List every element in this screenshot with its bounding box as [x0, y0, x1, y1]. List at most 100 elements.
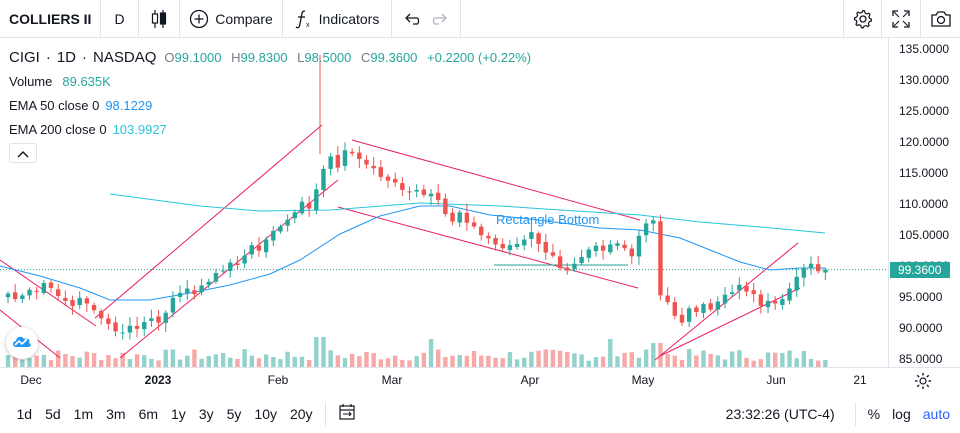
candle-body — [163, 312, 168, 323]
volume-bar — [256, 358, 262, 367]
candle — [220, 264, 226, 274]
undo-button[interactable] — [398, 0, 426, 38]
range-button-1m[interactable]: 1m — [73, 405, 94, 422]
volume-bar — [156, 360, 161, 367]
volume-bar — [816, 360, 821, 367]
candle-body — [428, 193, 434, 197]
candle-body — [679, 314, 685, 323]
chart-type-button[interactable] — [139, 0, 179, 38]
fullscreen-button[interactable] — [882, 0, 920, 38]
volume-bar — [443, 357, 448, 367]
candle-body — [342, 150, 348, 166]
compare-button[interactable]: Compare — [180, 0, 282, 38]
candle — [142, 316, 147, 337]
candle-body — [84, 298, 90, 304]
volume-bar — [651, 343, 656, 367]
rectangle-bottom-label[interactable]: Rectangle Bottom — [496, 212, 599, 227]
candle-body — [787, 288, 792, 301]
candle-body — [522, 239, 527, 246]
candle — [192, 285, 197, 300]
candle — [479, 223, 484, 241]
ema50-label: EMA 50 close 0 — [9, 97, 100, 113]
candle-body — [514, 243, 520, 247]
volume-bar — [364, 351, 369, 367]
legend-ema50-row[interactable]: EMA 50 close 0 98.1229 — [9, 93, 531, 117]
svg-text:x: x — [306, 22, 310, 29]
snapshot-button[interactable] — [921, 0, 960, 38]
candle — [256, 236, 262, 257]
volume-bar — [299, 356, 305, 367]
candle — [694, 305, 699, 317]
indicators-button[interactable]: x Indicators — [283, 0, 391, 38]
price-scale[interactable]: 135.0000 130.0000 125.0000 120.0000 115.0000… — [888, 38, 960, 367]
candle-body — [63, 297, 68, 301]
candle-body — [213, 273, 219, 282]
candle-body — [335, 155, 341, 168]
scale-settings-icon[interactable] — [914, 372, 932, 395]
interval-button[interactable]: D — [101, 0, 138, 38]
range-button-3y[interactable]: 3y — [198, 405, 214, 422]
volume-bar — [385, 358, 391, 367]
range-button-3m[interactable]: 3m — [106, 405, 126, 422]
candle-body — [113, 322, 118, 332]
volume-bar — [450, 355, 455, 367]
candle — [808, 256, 814, 276]
time-scale[interactable]: Dec 2023 Feb Mar Apr May Jun 21 — [0, 367, 960, 393]
range-button-1y[interactable]: 1y — [171, 405, 186, 422]
candle-body — [77, 297, 82, 306]
indicators-label: Indicators — [318, 10, 380, 27]
candle-body — [392, 178, 398, 183]
range-button-5y[interactable]: 5y — [226, 405, 242, 422]
high-key: H — [231, 49, 241, 65]
range-button-10y[interactable]: 10y — [254, 405, 277, 422]
candle-body — [579, 256, 584, 264]
candle — [615, 240, 620, 251]
volume-bar — [744, 357, 749, 367]
log-scale-button[interactable]: log — [892, 405, 911, 422]
redo-icon — [432, 12, 448, 26]
legend-volume-row[interactable]: Volume 89.635K — [9, 69, 531, 93]
candle — [321, 165, 326, 198]
candle-body — [529, 232, 534, 239]
open-value: 99.1000 — [174, 49, 222, 65]
volume-bar — [436, 349, 441, 367]
chart-pane[interactable]: Rectangle Bottom — [0, 38, 888, 367]
date-range-button[interactable] — [332, 403, 362, 424]
annotation-layer[interactable]: Rectangle Bottom — [496, 212, 599, 227]
candlestick-chart[interactable]: Rectangle Bottom — [0, 38, 888, 367]
candle-body — [41, 282, 47, 293]
legend-interval: 1D — [56, 48, 77, 66]
legend-collapse-button[interactable] — [9, 143, 37, 163]
auto-scale-button[interactable]: auto — [922, 405, 950, 422]
ema200-value: 103.9927 — [112, 121, 167, 137]
range-button-20y[interactable]: 20y — [289, 405, 313, 422]
candle — [106, 313, 111, 330]
candle-body — [823, 269, 828, 273]
candle — [392, 172, 398, 187]
candle-body — [328, 156, 333, 169]
clock-time[interactable]: 23:32:26 (UTC-4) — [725, 405, 835, 422]
candle-body — [557, 256, 563, 269]
candle — [436, 183, 441, 206]
range-button-6m[interactable]: 6m — [138, 405, 159, 422]
percent-scale-button[interactable]: % — [867, 405, 881, 422]
candle — [77, 291, 82, 309]
candle — [84, 295, 90, 312]
volume-bar — [235, 358, 240, 367]
candle — [679, 307, 685, 326]
price-tick-label: 125.0000 — [899, 103, 950, 118]
candle — [701, 302, 706, 319]
symbol-search-button[interactable]: COLLIERS II — [0, 0, 100, 38]
volume-bar — [199, 358, 204, 367]
candle-body — [744, 285, 749, 292]
candle — [407, 186, 412, 201]
settings-button[interactable] — [844, 0, 881, 38]
range-button-5d[interactable]: 5d — [45, 405, 61, 422]
candle-body — [127, 325, 133, 333]
candle — [787, 282, 792, 305]
redo-button[interactable] — [426, 0, 454, 38]
tradingview-logo[interactable] — [6, 327, 38, 359]
range-button-1d[interactable]: 1d — [16, 405, 33, 422]
candle-body — [500, 243, 505, 249]
legend-ema200-row[interactable]: EMA 200 close 0 103.9927 — [9, 117, 531, 141]
